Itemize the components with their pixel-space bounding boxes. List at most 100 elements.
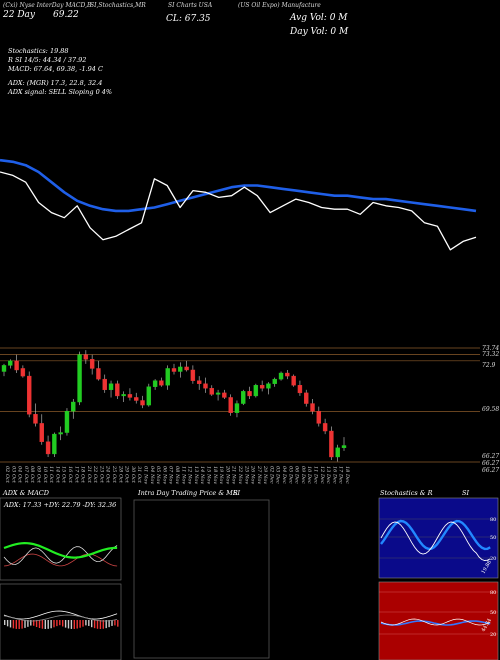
stochastics-panel [378, 497, 499, 579]
price-label: 69.22 [53, 10, 79, 20]
date-label: 06 Dec [294, 466, 300, 484]
candle-body [316, 410, 322, 424]
stoch-panel-si: SI [462, 489, 470, 497]
date-label: 28 Oct [117, 465, 123, 484]
rsi-line [380, 618, 491, 626]
candle-body [115, 383, 120, 397]
date-label: 18 Nov [212, 466, 218, 484]
macd-histogram-bar [44, 620, 46, 629]
date-label: 11 Dec [313, 466, 319, 484]
candle-body [335, 447, 340, 458]
date-label: 04 Nov [149, 466, 155, 484]
date-label: 18 Dec [344, 466, 350, 484]
candle-body [228, 397, 233, 413]
date-label: 06 Nov [161, 466, 167, 484]
date-label: 02 Oct [4, 466, 10, 484]
date-label: 13 Dec [325, 466, 331, 484]
date-label: 10 Oct [42, 466, 48, 484]
candle-body [222, 392, 227, 398]
candle-body [45, 441, 51, 455]
rsi-text: R SI 14/5: 44.34 / 37.92 [8, 56, 87, 64]
close-label: CL: 67.35 [166, 14, 211, 24]
macd-histogram-bar [9, 620, 12, 628]
macd-line [3, 610, 118, 620]
date-label: 02 Dec [268, 466, 274, 484]
price-tick-7: 66.27 [482, 467, 500, 474]
candle-body [96, 368, 101, 380]
candle-body [64, 410, 70, 433]
date-label: 19 Nov [218, 466, 224, 484]
day-vol: Day Vol: 0 M [290, 27, 349, 37]
rsi-tick-label: 80 [490, 590, 496, 596]
macd-histogram-bar [108, 620, 110, 628]
macd-histogram-bar [33, 620, 35, 626]
date-label: 09 Oct [35, 466, 41, 484]
date-label: 22 Day [3, 10, 35, 20]
candle-body [71, 401, 76, 412]
macd-histogram-bar [38, 620, 41, 629]
candle-body [190, 369, 196, 381]
candle-body [127, 394, 133, 398]
candle-body [165, 368, 170, 386]
candle-body [108, 383, 114, 391]
header-text-1: (Cxi) Nyse InterDay MACD,B [3, 2, 92, 9]
intra-day-panel [133, 499, 270, 659]
rsi-avg-line [380, 620, 491, 626]
date-label: 15 Nov [205, 466, 211, 484]
candle-body [278, 372, 284, 380]
macd-histogram-bar [105, 620, 107, 629]
macd-histogram-bar [76, 620, 78, 629]
header-text-4: (US Oil Expo) Manufacture [238, 2, 321, 9]
date-label: 08 Oct [29, 466, 35, 484]
macd-histogram-bar [6, 620, 9, 627]
price-tick-2: 73.32 [482, 351, 500, 358]
date-label: 25 Oct [111, 465, 117, 484]
candle-body [234, 403, 240, 413]
candle-body [304, 392, 309, 404]
candle-body [134, 397, 139, 401]
stoch-tick-label: 80 [490, 517, 496, 523]
candle-body [184, 366, 189, 371]
candle-body [310, 403, 315, 412]
macd-histogram-bar [99, 620, 102, 629]
date-label: 17 Dec [338, 466, 344, 484]
candle-body [203, 383, 208, 389]
candle-body [152, 380, 158, 387]
date-label: 17 Oct [73, 466, 79, 484]
macd-histogram-bar [111, 620, 113, 626]
candle-body [39, 423, 44, 442]
intra-panel-title: Intra Day Trading Price & MR [138, 489, 238, 497]
macd-histogram-bar [88, 620, 90, 626]
date-label: 13 Nov [193, 466, 199, 484]
date-label: 05 Dec [287, 466, 293, 484]
moving-average-line [0, 158, 477, 213]
date-label: 14 Nov [199, 466, 205, 484]
date-label: 23 Oct [98, 465, 104, 484]
date-label: 27 Nov [256, 465, 262, 484]
macd-histogram-bar [79, 620, 81, 628]
macd-histogram-bar [82, 620, 84, 627]
stoch-panel-title: Stochastics & R [380, 489, 433, 497]
date-label: 11 Oct [48, 466, 54, 484]
date-label: 08 Nov [174, 466, 180, 484]
price-tick-6: 66.27 [482, 460, 500, 467]
date-label: 30 Oct [130, 466, 136, 484]
candle-body [291, 375, 296, 386]
date-label: 21 Oct [86, 465, 92, 484]
macd-histogram-bar [56, 620, 58, 627]
date-label: 22 Oct [92, 465, 98, 484]
date-label: 04 Dec [281, 466, 287, 484]
date-label: 07 Oct [23, 466, 29, 484]
candle-body [20, 368, 26, 377]
candle-body [241, 391, 246, 404]
macd-histogram-bar [70, 620, 73, 629]
date-label: 29 Nov [262, 465, 268, 484]
macd-histogram-bar [4, 620, 6, 625]
candle-body [285, 372, 290, 377]
date-label: 24 Oct [105, 465, 111, 484]
adx-line [3, 541, 118, 559]
moving-average-chart [0, 158, 477, 251]
candle-body [26, 375, 32, 415]
date-label: 15 Oct [61, 466, 67, 484]
adx-plus-di-line [3, 545, 118, 565]
